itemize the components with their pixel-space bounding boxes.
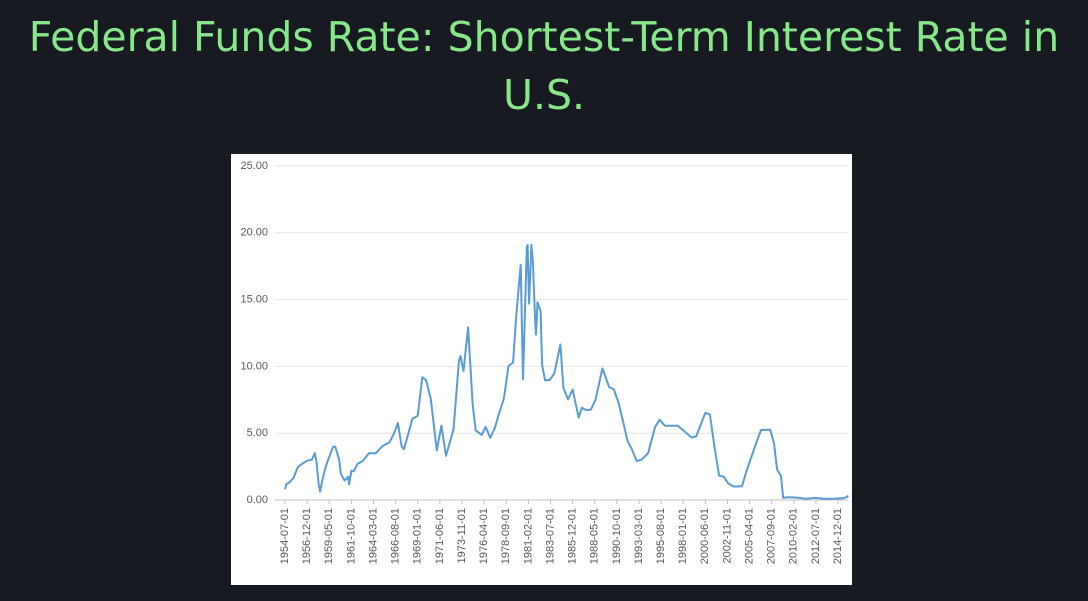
x-tick-label: 2002-11-01 <box>721 508 733 563</box>
x-tick-label: 1981-02-01 <box>522 508 534 564</box>
x-tick-label: 1969-01-01 <box>412 508 424 564</box>
x-tick-label: 1995-08-01 <box>655 508 667 564</box>
x-tick-label: 1961-10-01 <box>345 508 357 564</box>
data-line <box>284 243 849 500</box>
y-tick-label: 5.00 <box>247 427 268 439</box>
x-tick-label: 1973-11-01 <box>456 508 468 563</box>
y-tick-label: 10.00 <box>240 360 268 372</box>
x-tick-label: 2000-06-01 <box>699 508 711 564</box>
y-tick-label: 20.00 <box>240 227 268 239</box>
x-tick-label: 1998-01-01 <box>677 508 689 564</box>
x-tick-label: 2007-09-01 <box>766 508 778 564</box>
x-tick-label: 1966-08-01 <box>390 508 402 564</box>
x-tick-label: 2012-07-01 <box>810 508 822 564</box>
y-tick-label: 0.00 <box>247 494 268 506</box>
x-tick-label: 1978-09-01 <box>500 508 512 564</box>
slide-title: Federal Funds Rate: Shortest-Term Intere… <box>28 13 1060 119</box>
x-tick-label: 1956-12-01 <box>301 508 313 564</box>
x-tick-label: 1985-12-01 <box>567 508 579 564</box>
x-tick-label: 1988-05-01 <box>589 508 601 564</box>
x-tick-label: 2014-12-01 <box>832 508 844 564</box>
y-tick-label: 25.00 <box>240 160 268 172</box>
x-tick-label: 1971-06-01 <box>434 508 446 564</box>
x-tick-label: 1964-03-01 <box>367 508 379 564</box>
x-tick-label: 1990-10-01 <box>611 508 623 564</box>
x-tick-label: 1993-03-01 <box>633 508 645 564</box>
x-tick-label: 2010-02-01 <box>788 508 800 564</box>
x-tick-label: 1954-07-01 <box>279 508 291 564</box>
x-tick-label: 1976-04-01 <box>478 508 490 564</box>
y-tick-label: 15.00 <box>240 294 268 306</box>
x-tick-label: 2005-04-01 <box>743 508 755 564</box>
chart-background <box>231 154 852 585</box>
x-tick-label: 1983-07-01 <box>544 508 556 564</box>
x-tick-label: 1959-05-01 <box>323 508 335 564</box>
